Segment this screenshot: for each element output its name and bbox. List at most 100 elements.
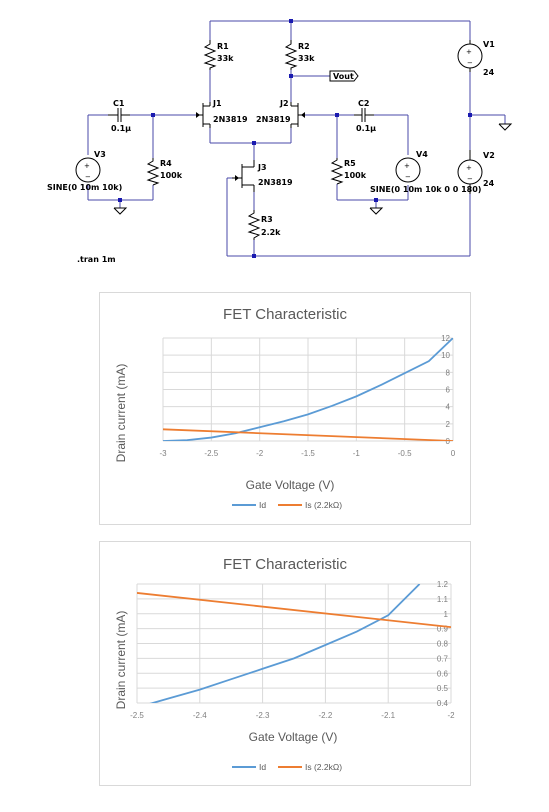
label-v3-value: SINE(0 10m 10k) bbox=[47, 183, 122, 192]
chart-1-grid bbox=[162, 337, 454, 442]
chart-1-x-ticks: -3 -2.5 -2 -1.5 -1 -0.5 0 bbox=[159, 449, 455, 458]
y-tick-label: 0.9 bbox=[437, 625, 449, 634]
y-tick-label: 0.4 bbox=[437, 699, 449, 708]
series-line-id bbox=[163, 338, 453, 441]
x-tick-label: 0 bbox=[451, 449, 456, 458]
chart-2-x-ticks: -2.5 -2.4 -2.3 -2.2 -2.1 -2 bbox=[130, 711, 455, 720]
chart-2-plot: FET Characteristic -2.5 -2.4 -2.3 -2.2 -2.1-… bbox=[114, 556, 455, 772]
resistor-r4 bbox=[146, 158, 160, 186]
chart-1-legend: Id Is (2.2kΩ) bbox=[232, 500, 342, 510]
chart-2-legend: Id Is (2.2kΩ) bbox=[232, 762, 342, 772]
x-tick-label: -2 bbox=[256, 449, 264, 458]
label-j1: J1 bbox=[212, 99, 222, 108]
y-tick-label: 10 bbox=[441, 351, 450, 360]
label-j2-value: 2N3819 bbox=[256, 115, 291, 124]
legend-is-label: Is (2.2kΩ) bbox=[305, 500, 342, 510]
label-v1-value: 24 bbox=[483, 68, 495, 77]
label-r2-value: 33k bbox=[298, 54, 315, 63]
x-tick-label: -2.5 bbox=[130, 711, 144, 720]
svg-text:+: + bbox=[404, 162, 410, 170]
label-r3-value: 2.2k bbox=[261, 228, 281, 237]
chart-2-x-axis-title: Gate Voltage (V) bbox=[249, 730, 338, 744]
y-tick-label: 8 bbox=[446, 368, 451, 377]
x-tick-label: -1 bbox=[353, 449, 361, 458]
label-c2-value: 0.1µ bbox=[356, 124, 376, 133]
legend-is-label: Is (2.2kΩ) bbox=[305, 762, 342, 772]
chart-1-series bbox=[163, 338, 453, 441]
resistor-r5 bbox=[330, 158, 344, 185]
x-tick-label: -1.5 bbox=[301, 449, 315, 458]
label-r3: R3 bbox=[261, 215, 273, 224]
label-j3: J3 bbox=[257, 163, 267, 172]
label-v2-value: 24 bbox=[483, 179, 495, 188]
legend-id-label: Id bbox=[259, 762, 266, 772]
label-v1: V1 bbox=[483, 40, 495, 49]
label-c2: C2 bbox=[358, 99, 369, 108]
x-tick-label: -2.4 bbox=[193, 711, 207, 720]
chart-1-y-axis-title: Drain current (mA) bbox=[114, 364, 128, 463]
chart-panel-2: FET Characteristic -2.5 -2.4 -2.3 -2.2 -2.1-… bbox=[99, 541, 471, 786]
label-c1: C1 bbox=[113, 99, 125, 108]
label-c1-value: 0.1µ bbox=[111, 124, 131, 133]
chart-1-plot: FET Characteristic -3 -2.5 -2 -1.5 -1 -0.5 0 0… bbox=[114, 306, 456, 510]
chart-1-y-ticks: 0 2 4 6 8 10 12 bbox=[441, 334, 450, 446]
x-tick-label: -2.3 bbox=[256, 711, 270, 720]
x-tick-label: -2.1 bbox=[381, 711, 395, 720]
label-r2: R2 bbox=[298, 42, 310, 51]
schematic-components bbox=[75, 40, 513, 240]
label-v2: V2 bbox=[483, 151, 495, 160]
svg-text:−: − bbox=[85, 173, 91, 181]
y-tick-label: 6 bbox=[446, 386, 451, 395]
x-tick-label: -3 bbox=[159, 449, 167, 458]
y-tick-label: 1 bbox=[444, 610, 449, 619]
series-line-is bbox=[163, 428, 453, 441]
chart-2-title: FET Characteristic bbox=[223, 556, 347, 573]
resistor-r3 bbox=[247, 210, 261, 240]
x-tick-label: -2 bbox=[447, 711, 455, 720]
junction-nodes bbox=[118, 19, 472, 258]
svg-text:−: − bbox=[467, 175, 473, 183]
chart-1-title: FET Characteristic bbox=[223, 306, 347, 323]
y-tick-label: 1.1 bbox=[437, 595, 449, 604]
y-tick-label: 1.2 bbox=[437, 580, 449, 589]
schematic-wires bbox=[87, 20, 506, 257]
label-r5: R5 bbox=[344, 159, 356, 168]
source-v3 bbox=[75, 157, 101, 183]
y-tick-label: 0.7 bbox=[437, 654, 449, 663]
label-j3-value: 2N3819 bbox=[258, 178, 293, 187]
x-tick-label: -2.2 bbox=[319, 711, 333, 720]
y-tick-label: 0.8 bbox=[437, 640, 449, 649]
resistor-r1 bbox=[203, 40, 217, 70]
y-tick-label: 0 bbox=[446, 437, 451, 446]
svg-text:+: + bbox=[466, 48, 472, 56]
label-v4: V4 bbox=[416, 150, 428, 159]
y-tick-label: 4 bbox=[446, 403, 451, 412]
svg-text:+: + bbox=[466, 164, 472, 172]
svg-text:−: − bbox=[467, 59, 473, 67]
x-tick-label: -2.5 bbox=[204, 449, 218, 458]
y-tick-label: 2 bbox=[446, 420, 451, 429]
chart-2-y-ticks: 0.4 0.5 0.6 0.7 0.8 0.9 1 1.1 1.2 bbox=[437, 580, 449, 708]
legend-id-label: Id bbox=[259, 500, 266, 510]
label-v3: V3 bbox=[94, 150, 106, 159]
label-j2: J2 bbox=[279, 99, 289, 108]
label-r4-value: 100k bbox=[160, 171, 183, 180]
y-tick-label: 12 bbox=[441, 334, 450, 343]
chart-1-x-axis-title: Gate Voltage (V) bbox=[246, 478, 335, 492]
series-line-id bbox=[149, 584, 421, 703]
x-tick-label: -0.5 bbox=[398, 449, 412, 458]
label-v4-value: SINE(0 10m 10k 0 0 180) bbox=[370, 185, 481, 194]
label-j1-value: 2N3819 bbox=[213, 115, 248, 124]
chart-panel-1: FET Characteristic -3 -2.5 -2 -1.5 -1 -0.5 0 0… bbox=[99, 292, 471, 525]
svg-text:+: + bbox=[84, 162, 90, 170]
svg-text:−: − bbox=[405, 173, 411, 181]
label-r1: R1 bbox=[217, 42, 229, 51]
chart-2-series bbox=[137, 584, 451, 703]
circuit-schematic: + − + − + − + − R1 33k R2 33k R3 2.2k R4 100… bbox=[47, 19, 513, 264]
y-tick-label: 0.5 bbox=[437, 684, 449, 693]
label-r4: R4 bbox=[160, 159, 172, 168]
label-r1-value: 33k bbox=[217, 54, 234, 63]
chart-2-grid bbox=[136, 583, 452, 704]
series-line-is bbox=[137, 592, 451, 629]
vout-net-tag bbox=[329, 70, 359, 82]
